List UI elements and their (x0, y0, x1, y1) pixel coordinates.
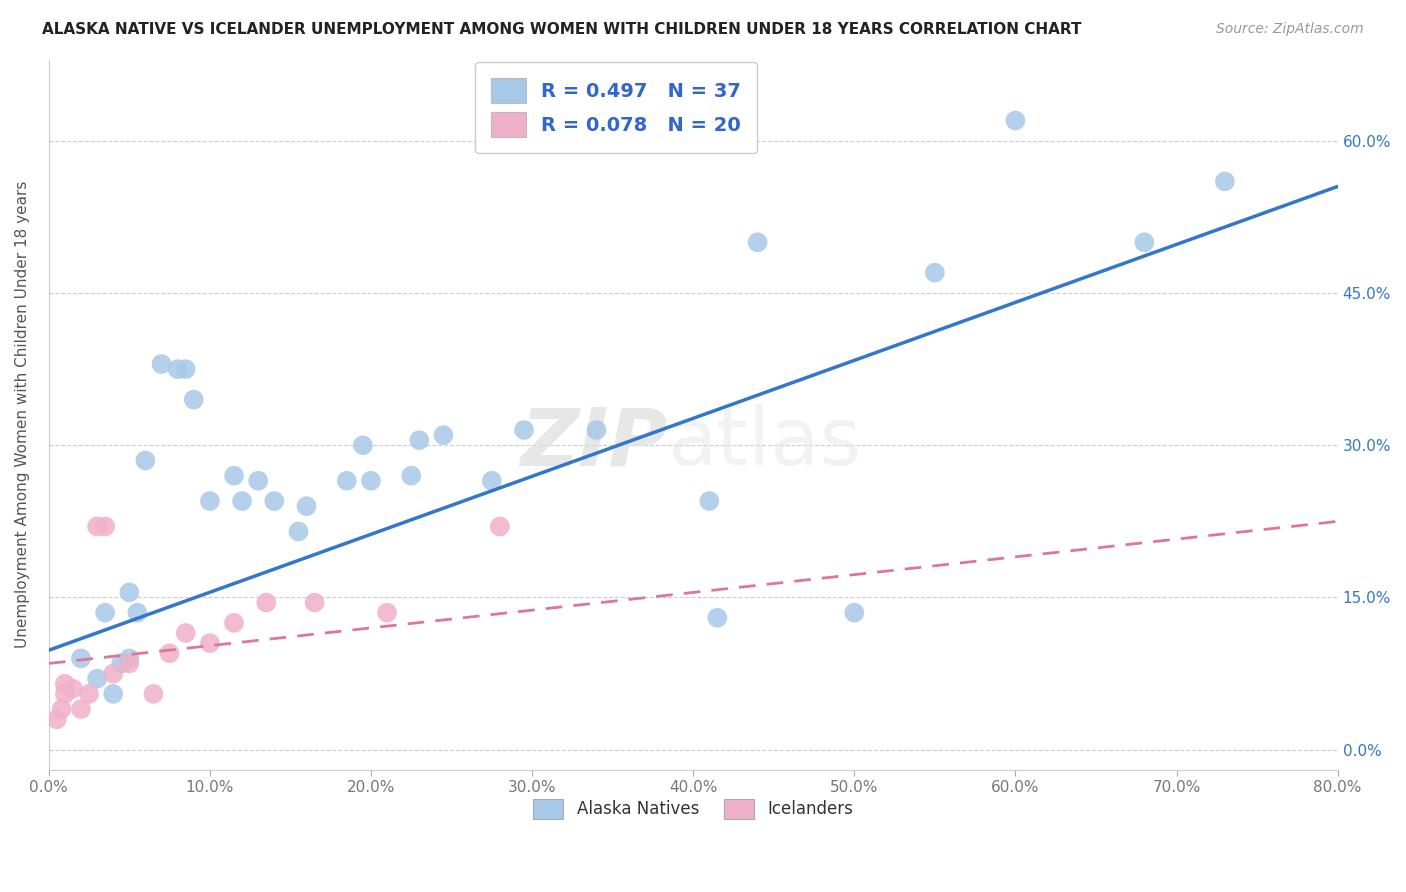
Y-axis label: Unemployment Among Women with Children Under 18 years: Unemployment Among Women with Children U… (15, 181, 30, 648)
Point (481, 474, 503, 488)
Point (51, 702, 73, 716)
Point (159, 646, 181, 660)
Point (198, 636, 221, 650)
Point (62, 681, 84, 696)
Point (408, 433, 430, 447)
Point (287, 524, 309, 539)
Point (118, 657, 141, 671)
Point (53, 687, 76, 701)
Point (489, 519, 512, 533)
Point (94, 606, 117, 620)
Point (513, 423, 536, 437)
Point (198, 494, 221, 508)
Legend: Alaska Natives, Icelanders: Alaska Natives, Icelanders (527, 792, 860, 826)
Point (247, 474, 270, 488)
Point (844, 606, 866, 620)
Point (399, 468, 422, 483)
Point (127, 606, 149, 620)
Point (166, 362, 188, 376)
Text: atlas: atlas (668, 404, 862, 483)
Point (174, 362, 197, 376)
Point (585, 423, 607, 437)
Point (103, 666, 125, 681)
Point (352, 438, 374, 452)
Point (304, 596, 326, 610)
Point (375, 606, 398, 620)
Point (336, 474, 359, 488)
Point (183, 392, 205, 407)
Point (254, 596, 277, 610)
Point (706, 611, 728, 625)
Text: Source: ZipAtlas.com: Source: ZipAtlas.com (1216, 22, 1364, 37)
Point (747, 235, 769, 250)
Point (45, 712, 67, 726)
Point (86, 519, 108, 533)
Point (94, 519, 117, 533)
Point (86, 672, 108, 686)
Point (295, 499, 318, 513)
Point (697, 494, 720, 508)
Point (1213, 174, 1236, 188)
Point (53, 677, 76, 691)
Point (360, 474, 382, 488)
Point (1004, 113, 1026, 128)
Point (231, 494, 253, 508)
Point (70, 702, 93, 716)
Text: ALASKA NATIVE VS ICELANDER UNEMPLOYMENT AMONG WOMEN WITH CHILDREN UNDER 18 YEARS: ALASKA NATIVE VS ICELANDER UNEMPLOYMENT … (42, 22, 1081, 37)
Point (110, 657, 132, 671)
Point (222, 615, 245, 630)
Point (924, 266, 946, 280)
Point (118, 651, 141, 665)
Point (142, 687, 165, 701)
Point (222, 468, 245, 483)
Point (118, 585, 141, 599)
Point (1133, 235, 1156, 250)
Point (150, 357, 173, 371)
Point (77, 687, 100, 701)
Point (70, 651, 93, 665)
Point (174, 626, 197, 640)
Point (134, 453, 156, 467)
Point (432, 428, 454, 442)
Point (263, 494, 285, 508)
Text: ZIP: ZIP (520, 404, 668, 483)
Point (103, 687, 125, 701)
